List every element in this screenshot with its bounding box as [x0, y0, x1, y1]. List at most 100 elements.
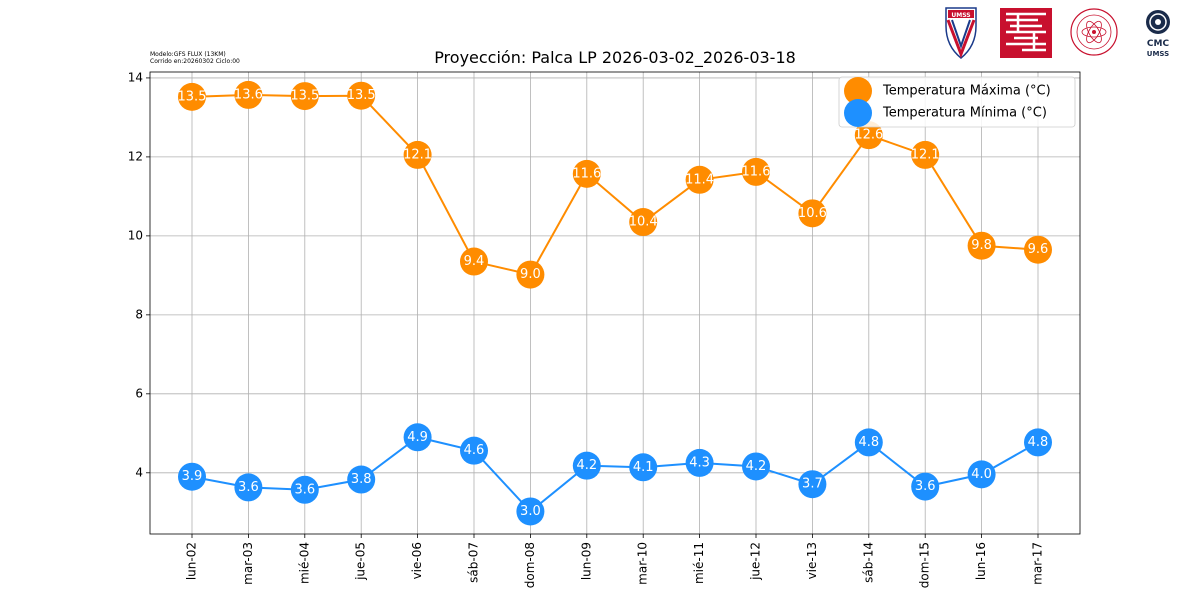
data-point: [234, 473, 263, 502]
data-label: 3.6: [915, 479, 936, 494]
grid-lines: [150, 72, 1080, 534]
data-label: 12.1: [911, 147, 940, 162]
cmc-umss-logo: CMC UMSS: [1140, 6, 1176, 58]
data-point: [460, 247, 488, 276]
science-seal-logo: [1068, 6, 1120, 58]
data-point: [290, 82, 319, 111]
x-tick-label: mar-03: [241, 542, 255, 585]
data-label: 9.0: [520, 267, 541, 282]
data-point: [178, 82, 206, 111]
model-info: Modelo:GFS FLUX (13KM): [150, 51, 226, 58]
data-point: [911, 140, 940, 169]
data-label: 4.8: [858, 435, 879, 450]
series-line: [191, 93, 1039, 276]
data-label: 4.3: [689, 455, 710, 470]
data-label: 3.8: [351, 472, 372, 487]
data-point: [234, 80, 263, 109]
data-point: [178, 462, 206, 491]
data-point: [854, 121, 883, 150]
series-line: [191, 436, 1039, 513]
data-point: [1024, 428, 1052, 457]
data-point: [460, 436, 488, 465]
data-point: [742, 157, 770, 186]
y-tick-label: 6: [135, 386, 143, 400]
data-label: 4.2: [576, 458, 597, 473]
x-tick-label: dom-15: [918, 542, 932, 588]
y-tick-label: 4: [135, 465, 143, 479]
chart-title: Proyección: Palca LP 2026-03-02_2026-03-…: [434, 48, 796, 68]
legend-marker: [844, 77, 872, 105]
data-label: 4.8: [1028, 435, 1049, 450]
data-point: [798, 470, 827, 499]
x-tick-label: mié-11: [692, 542, 706, 584]
data-label: 9.8: [971, 238, 992, 253]
legend-label: Temperatura Mínima (°C): [882, 106, 1047, 121]
x-tick-label: jue-05: [354, 542, 368, 581]
data-point: [854, 428, 883, 457]
data-label: 13.5: [290, 89, 319, 104]
data-label: 4.2: [746, 459, 767, 474]
data-point: [911, 472, 940, 501]
x-tick-label: mar-17: [1031, 542, 1045, 585]
x-tick-label: sáb-07: [467, 542, 481, 583]
data-label: 4.6: [464, 443, 485, 458]
data-point: [798, 199, 827, 228]
x-tick-label: mar-10: [636, 542, 650, 585]
data-point: [347, 81, 376, 110]
data-label: 9.6: [1028, 242, 1049, 257]
data-label: 3.0: [520, 504, 541, 519]
y-tick-label: 10: [128, 228, 143, 242]
data-point: [290, 475, 319, 504]
data-point: [572, 451, 601, 480]
plot-frame: [149, 71, 1081, 535]
data-point: [629, 453, 658, 482]
y-tick-label: 12: [128, 149, 143, 163]
data-label: 3.6: [238, 480, 259, 495]
data-label: 13.5: [347, 88, 376, 103]
data-point: [403, 140, 432, 169]
data-point: [967, 460, 996, 489]
x-tick-label: sáb-14: [861, 542, 875, 583]
data-point: [742, 452, 770, 481]
data-point: [685, 448, 714, 477]
data-label: 10.4: [629, 215, 658, 230]
x-tick-label: mié-04: [297, 542, 311, 584]
data-label: 4.0: [971, 467, 992, 482]
data-label: 3.9: [182, 469, 203, 484]
data-label: 3.6: [294, 482, 315, 497]
y-tick-label: 14: [128, 70, 143, 84]
legend-label: Temperatura Máxima (°C): [882, 84, 1051, 99]
y-tick-label: 8: [135, 307, 143, 321]
data-label: 12.1: [403, 147, 432, 162]
legend-box: [838, 76, 1076, 128]
data-point: [516, 497, 545, 526]
data-label: 12.6: [854, 128, 883, 143]
series-layer: 13.5 13.6 13.5 13.5 12.1 9.4 9.0 11.6 10.4 11.4 11…: [178, 80, 1052, 526]
data-point: [967, 231, 996, 260]
data-label: 3.7: [802, 477, 823, 492]
data-label: 4.1: [633, 460, 654, 475]
data-label: 11.4: [685, 172, 714, 187]
x-tick-label: lun-02: [185, 542, 199, 580]
cmc-sub-text: UMSS: [1147, 50, 1169, 58]
x-tick-label: lun-09: [579, 542, 593, 580]
x-tick-label: vie-13: [805, 542, 819, 579]
umss-shield-text: UMSS: [951, 12, 970, 19]
legend-marker: [844, 99, 872, 127]
data-point: [1024, 235, 1052, 264]
x-tick-label: vie-06: [410, 542, 424, 579]
legend: Temperatura Máxima (°C) Temperatura Mínim…: [838, 76, 1076, 128]
cmc-text: CMC: [1147, 39, 1170, 49]
x-tick-label: lun-16: [974, 542, 988, 580]
series-min: 3.9 3.6 3.6 3.8 4.9 4.6 3.0 4.2 4.1 4.3 4.2 3.7 4.8 3…: [178, 423, 1052, 526]
data-label: 11.6: [572, 166, 601, 181]
data-label: 9.4: [464, 254, 485, 269]
data-label: 13.6: [234, 87, 263, 102]
data-point: [516, 260, 545, 289]
data-point: [347, 465, 376, 494]
x-tick-label: jue-12: [749, 542, 763, 581]
run-info: Corrido en:20260302 Ciclo:00: [150, 58, 240, 65]
data-label: 4.9: [407, 430, 428, 445]
data-label: 13.5: [178, 89, 207, 104]
